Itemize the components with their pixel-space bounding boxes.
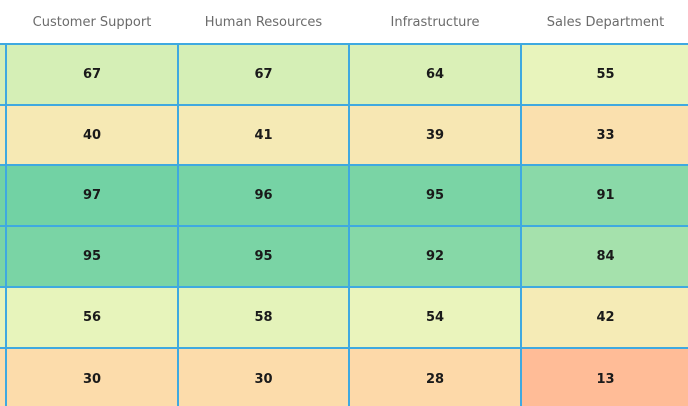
heatmap-cell: 56 — [6, 287, 178, 348]
column-header: Sales Department — [546, 14, 665, 30]
heatmap-cell: 95 — [6, 226, 178, 287]
grid-line-horizontal — [0, 347, 688, 349]
heatmap-cell: 33 — [521, 105, 688, 165]
heatmap-cell: 64 — [349, 44, 521, 105]
heatmap-cell: 30 — [178, 348, 349, 406]
heatmap-cell-edge — [0, 287, 6, 348]
heatmap-cell: 67 — [6, 44, 178, 105]
heatmap-cell: 67 — [178, 44, 349, 105]
heatmap-cell: 97 — [6, 165, 178, 226]
heatmap-cell: 30 — [6, 348, 178, 406]
heatmap-cell-edge — [0, 165, 6, 226]
column-header: Human Resources — [204, 14, 323, 30]
column-header: Infrastructure — [390, 14, 480, 30]
heatmap-cell: 42 — [521, 287, 688, 348]
heatmap-cell-edge — [0, 105, 6, 165]
heatmap-cell: 92 — [349, 226, 521, 287]
heatmap-cell: 84 — [521, 226, 688, 287]
heatmap-cell: 13 — [521, 348, 688, 406]
heatmap-cell: 95 — [349, 165, 521, 226]
grid-line-horizontal — [0, 286, 688, 288]
heatmap-cell-edge — [0, 348, 6, 406]
heatmap-cell: 54 — [349, 287, 521, 348]
heatmap-cell-edge — [0, 226, 6, 287]
heatmap-cell: 96 — [178, 165, 349, 226]
grid-line-horizontal — [0, 164, 688, 166]
heatmap-cell: 41 — [178, 105, 349, 165]
heatmap-cell: 58 — [178, 287, 349, 348]
heatmap-cell-edge — [0, 44, 6, 105]
heatmap-cell: 55 — [521, 44, 688, 105]
heatmap-cell: 28 — [349, 348, 521, 406]
heatmap-cell: 40 — [6, 105, 178, 165]
column-header: Customer Support — [32, 14, 152, 30]
grid-line-horizontal — [0, 104, 688, 106]
heatmap-cell: 95 — [178, 226, 349, 287]
grid-line-horizontal — [0, 43, 688, 45]
heatmap-cell: 91 — [521, 165, 688, 226]
grid-line-horizontal — [0, 225, 688, 227]
heatmap-cell: 39 — [349, 105, 521, 165]
